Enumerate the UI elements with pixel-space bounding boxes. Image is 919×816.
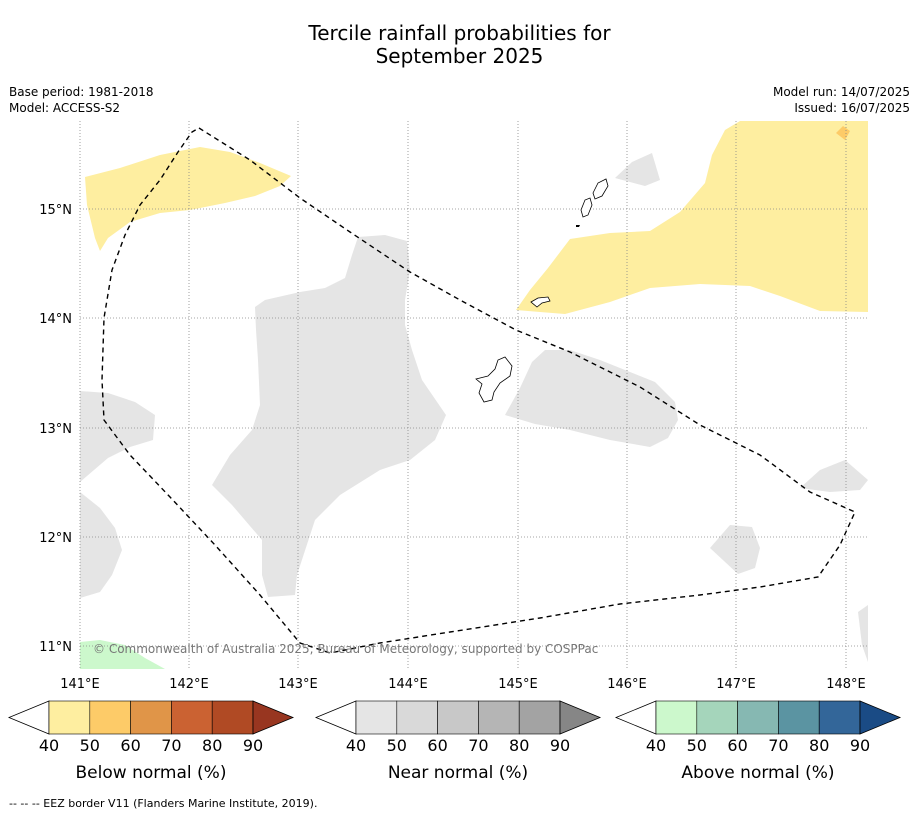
meta-right: Model run: 14/07/2025 Issued: 16/07/2025 [773,84,910,116]
colorbar-tick-label: 80 [202,736,222,755]
colorbar-extension-low [7,700,50,735]
colorbar-title: Below normal (%) [76,763,227,783]
colorbar-tick-label: 80 [509,736,529,755]
meta-left: Base period: 1981-2018 Model: ACCESS-S2 [9,84,154,116]
colorbar-tick-label: 90 [550,736,570,755]
colorbar-1: 40 50 60 70 80 90 Below normal (%) [7,700,295,783]
colorbar-segment [778,700,820,735]
near-normal-region-west-1 [80,391,155,482]
copyright-text: © Commonwealth of Australia 2025, Bureau… [93,642,598,656]
colorbar-segment [211,700,254,735]
colorbar-tick-label: 50 [687,736,707,755]
below-normal-spot-60 [836,126,850,140]
colorbar-tick-label: 50 [80,736,100,755]
colorbar-segment [130,700,172,735]
colorbar-segment [89,700,131,735]
colorbar-tick-label: 40 [39,736,59,755]
map-title: Tercile rainfall probabilities for Septe… [0,22,919,68]
colorbar-segment [396,700,438,735]
colorbar-segment [818,700,861,735]
colorbar-segment [518,700,561,735]
colorbar-tick-label: 60 [727,736,747,755]
colorbar-extension-low [614,700,657,735]
lon-label: 148°E [826,677,866,692]
colorbar-segment [696,700,738,735]
colorbar-3: 40 50 60 70 80 90 Above normal (%) [614,700,902,783]
model-text: Model: ACCESS-S2 [9,101,121,115]
colorbar-tick-label: 60 [120,736,140,755]
tinian-island [580,197,593,218]
saipan-island [592,178,609,200]
lat-label: 13°N [39,422,72,437]
guam-island [475,356,513,403]
longitude-labels: 141°E 142°E 143°E 144°E 145°E 146°E 147°… [60,677,866,692]
lon-label: 141°E [60,677,100,692]
aguijan-island [576,225,580,227]
lon-label: 143°E [278,677,318,692]
colorbar-tick-label: 70 [768,736,788,755]
colorbar-tick-label: 70 [468,736,488,755]
below-normal-region-east [516,121,868,314]
title-line-1: Tercile rainfall probabilities for [308,21,611,45]
colorbar-tick-label: 90 [850,736,870,755]
colorbar-tick-label: 60 [427,736,447,755]
near-normal-region-east-1 [800,460,868,492]
model-run-text: Model run: 14/07/2025 [772,85,910,99]
colorbar-segment [655,700,698,735]
eez-footnote: -- -- -- EEZ border V11 (Flanders Marine… [9,797,318,810]
colorbar-segment [171,700,213,735]
lon-label: 147°E [716,677,756,692]
colorbar-segment [737,700,779,735]
colorbar-extension-high [859,700,902,735]
colorbar-segment [355,700,398,735]
colorbar-tick-label: 40 [646,736,666,755]
lon-label: 144°E [388,677,428,692]
title-line-2: September 2025 [375,44,544,68]
colorbar-tick-label: 50 [387,736,407,755]
colorbar-segment [48,700,91,735]
colorbar-tick-label: 90 [243,736,263,755]
lon-label: 142°E [169,677,209,692]
colorbar-title: Above normal (%) [681,763,834,783]
eez-border [101,127,856,654]
colorbar-extension-high [252,700,295,735]
colorbar-extension-high [559,700,602,735]
colorbar-tick-label: 40 [346,736,366,755]
colorbar-segment [437,700,479,735]
colorbar-extension-low [314,700,357,735]
colorbar-tick-label: 70 [161,736,181,755]
colorbar-tick-label: 80 [809,736,829,755]
lat-label: 12°N [39,531,72,546]
colorbar-2: 40 50 60 70 80 90 Near normal (%) [314,700,602,783]
graticule [79,121,868,669]
lon-label: 145°E [498,677,538,692]
rota-island [530,296,551,308]
near-normal-region-east-central [505,350,678,447]
colorbar-legends: 40 50 60 70 80 90 Below normal (%) 40 50 60 70 80 90… [7,700,902,783]
near-normal-region-northeast [615,153,660,186]
near-normal-region-central [212,235,446,597]
near-normal-region-east-3 [858,605,868,662]
above-normal-region-southwest [80,640,165,669]
base-period-text: Base period: 1981-2018 [9,85,154,99]
map-panel: © Commonwealth of Australia 2025, Bureau… [39,121,868,692]
lon-label: 146°E [607,677,647,692]
lat-label: 15°N [39,203,72,218]
issued-text: Issued: 16/07/2025 [794,101,910,115]
lat-label: 11°N [39,640,72,655]
below-normal-region-west [85,147,291,251]
colorbar-title: Near normal (%) [388,763,528,783]
colorbar-segment [478,700,520,735]
near-normal-region-west-2 [80,492,122,598]
latitude-labels: 15°N 14°N 13°N 12°N 11°N [39,203,72,655]
lat-label: 14°N [39,312,72,327]
